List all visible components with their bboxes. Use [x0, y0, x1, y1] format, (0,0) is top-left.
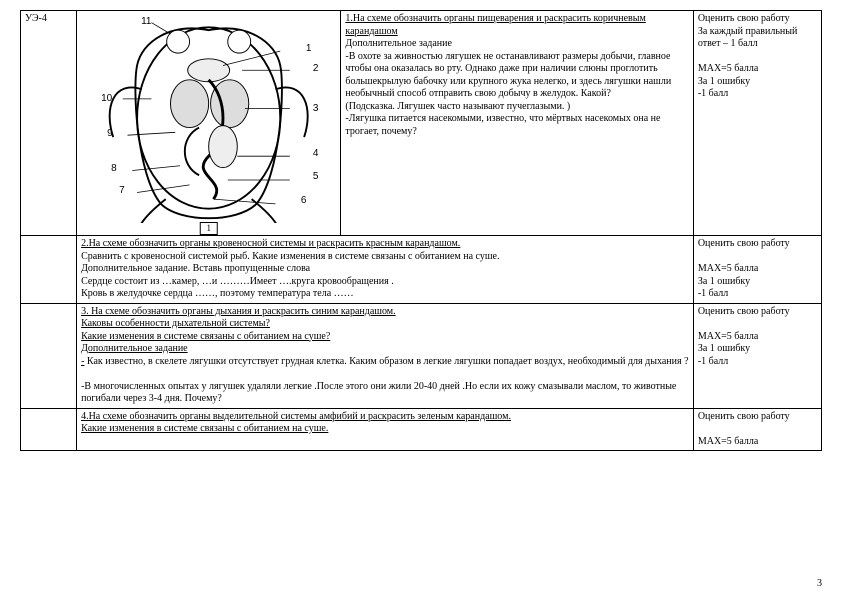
task-title: 1.На схеме обозначить органы пищеварения… — [345, 13, 645, 37]
assess-line: За 1 ошибку — [698, 76, 750, 87]
assess-line: Оценить свою работу — [698, 238, 790, 249]
task-text: Сердце состоит из …камер, …и ………Имеет ….… — [81, 276, 394, 287]
task-text: Какие изменения в системе связаны с обит… — [81, 423, 328, 434]
task-text: Как известно, в скелете лягушки отсутств… — [84, 356, 688, 367]
row-code — [21, 408, 77, 451]
task-text: -В охоте за живностью лягушек не останав… — [345, 51, 671, 100]
assess-line: -1 балл — [698, 288, 728, 299]
label-1: 1 — [306, 43, 312, 56]
label-6: 6 — [301, 195, 307, 208]
table-row: 3. На схеме обозначить органы дыхания и … — [21, 303, 822, 408]
task-text: Дополнительное задание. Вставь пропущенн… — [81, 263, 310, 274]
row-code: УЭ-4 — [21, 11, 77, 236]
task-title: 2.На схеме обозначить органы кровеносной… — [81, 238, 460, 249]
task-cell: 3. На схеме обозначить органы дыхания и … — [77, 303, 694, 408]
table-row: 4.На схеме обозначить органы выделительн… — [21, 408, 822, 451]
task-text: Каковы особенности дыхательной системы? — [81, 318, 270, 329]
worksheet-table: УЭ-4 — [20, 10, 822, 451]
label-9: 9 — [107, 128, 113, 141]
label-5: 5 — [313, 171, 319, 184]
label-2: 2 — [313, 63, 319, 76]
assess-line: За каждый правильный ответ – 1 балл — [698, 26, 798, 50]
assess-cell: Оценить свою работу MAX=5 балла За 1 оши… — [693, 236, 821, 304]
assess-line: Оценить свою работу — [698, 411, 790, 422]
task-cell: 1.На схеме обозначить органы пищеварения… — [341, 11, 693, 236]
figure-caption: 1 — [199, 222, 218, 235]
extra-label: Дополнительное задание — [81, 343, 188, 354]
assess-line: MAX=5 балла — [698, 263, 759, 274]
task-cell: 4.На схеме обозначить органы выделительн… — [77, 408, 694, 451]
label-3: 3 — [313, 103, 319, 116]
label-7: 7 — [119, 185, 125, 198]
row-code — [21, 303, 77, 408]
task-text: Сравнить с кровеносной системой рыб. Как… — [81, 251, 499, 262]
assess-line: MAX=5 балла — [698, 331, 759, 342]
task-text: Какие изменения в системе связаны с обит… — [81, 331, 330, 342]
task-text: -Лягушка питается насекомыми, известно, … — [345, 113, 660, 137]
assess-line: -1 балл — [698, 356, 728, 367]
table-row: 2.На схеме обозначить органы кровеносной… — [21, 236, 822, 304]
assess-line: За 1 ошибку — [698, 276, 750, 287]
figure-cell: 11 1 2 3 4 5 6 7 8 9 10 1 — [77, 11, 341, 236]
page: УЭ-4 — [0, 0, 842, 595]
assess-cell: Оценить свою работу MAX=5 балла За 1 оши… — [693, 303, 821, 408]
task-cell: 2.На схеме обозначить органы кровеносной… — [77, 236, 694, 304]
assess-line: Оценить свою работу — [698, 13, 790, 24]
label-4: 4 — [313, 148, 319, 161]
assess-line: MAX=5 балла — [698, 63, 759, 74]
label-10: 10 — [101, 93, 112, 106]
extra-label: Дополнительное задание — [345, 38, 452, 49]
task-text: (Подсказка. Лягушек часто называют пучег… — [345, 101, 570, 112]
assess-line: -1 балл — [698, 88, 728, 99]
assess-cell: Оценить свою работу За каждый правильный… — [693, 11, 821, 236]
assess-cell: Оценить свою работу MAX=5 балла — [693, 408, 821, 451]
task-text: Кровь в желудочке сердца ……, поэтому тем… — [81, 288, 354, 299]
table-row: УЭ-4 — [21, 11, 822, 236]
assess-line: MAX=5 балла — [698, 436, 759, 447]
page-number: 3 — [817, 578, 822, 589]
label-8: 8 — [111, 163, 117, 176]
task-title: 3. На схеме обозначить органы дыхания и … — [81, 306, 396, 317]
assess-line: За 1 ошибку — [698, 343, 750, 354]
label-11: 11 — [141, 16, 151, 29]
assess-line: Оценить свою работу — [698, 306, 790, 317]
row-code — [21, 236, 77, 304]
anatomy-figure: 11 1 2 3 4 5 6 7 8 9 10 1 — [81, 13, 336, 233]
task-title: 4.На схеме обозначить органы выделительн… — [81, 411, 511, 422]
task-text: -В многочисленных опытах у лягушек удаля… — [81, 381, 676, 405]
